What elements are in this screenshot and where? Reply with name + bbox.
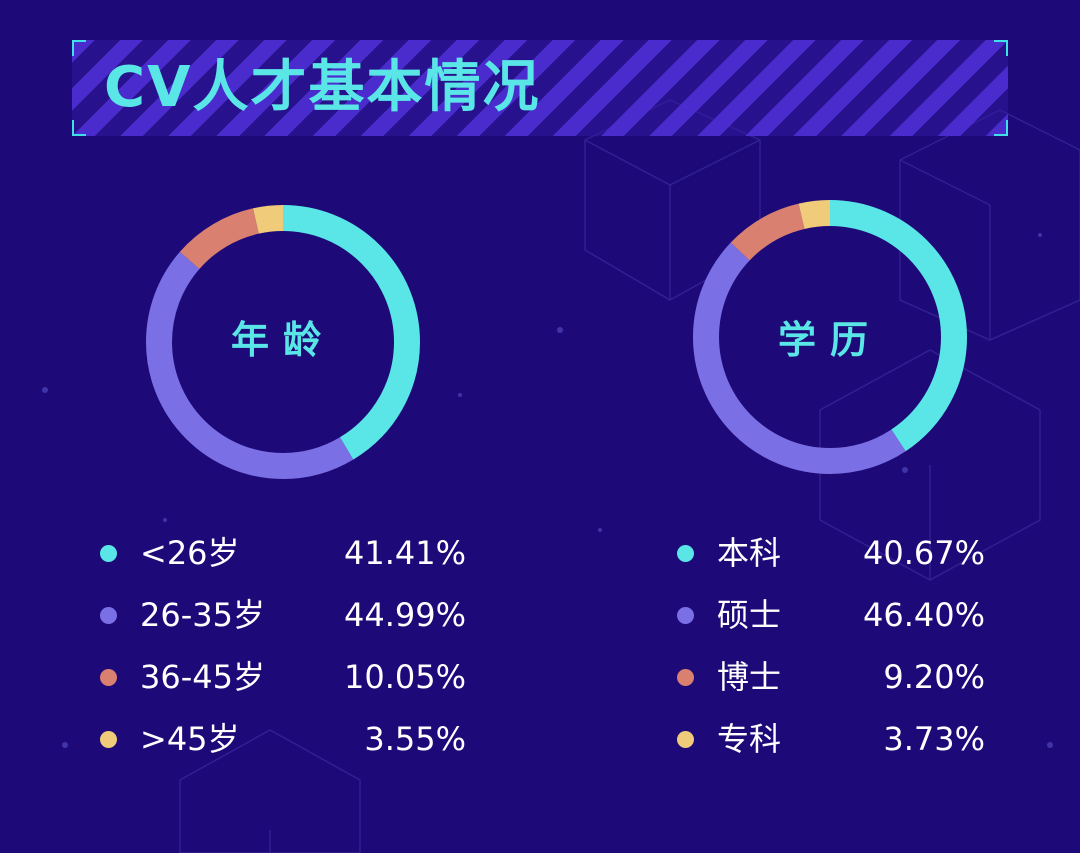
legend-dot-icon: [100, 545, 117, 562]
donut-segment-age-3: [146, 205, 420, 479]
legend-value: 9.20%: [883, 658, 985, 696]
corner-bracket: [72, 120, 86, 136]
legend-item: 26-35岁 44.99%: [100, 590, 470, 652]
legend-item: 本科 40.67%: [677, 528, 987, 590]
age-legend: <26岁 41.41% 26-35岁 44.99% 36-45岁 10.05% …: [100, 528, 470, 776]
legend-item: 专科 3.73%: [677, 714, 987, 776]
corner-bracket: [994, 120, 1008, 136]
legend-item: >45岁 3.55%: [100, 714, 470, 776]
legend-value: 3.73%: [883, 720, 985, 758]
legend-dot-icon: [100, 607, 117, 624]
legend-item: 硕士 46.40%: [677, 590, 987, 652]
legend-value: 40.67%: [862, 534, 985, 572]
legend-value: 10.05%: [343, 658, 466, 696]
legend-item: 36-45岁 10.05%: [100, 652, 470, 714]
legend-label: 硕士: [717, 596, 782, 634]
legend-dot-icon: [677, 545, 694, 562]
legend-value: 46.40%: [862, 596, 985, 634]
legend-item: <26岁 41.41%: [100, 528, 470, 590]
legend-dot-icon: [100, 731, 117, 748]
legend-label: 26-35岁: [140, 596, 265, 634]
legend-item: 博士 9.20%: [677, 652, 987, 714]
age-donut-chart: [146, 205, 420, 479]
legend-value: 3.55%: [364, 720, 466, 758]
legend-label: 专科: [717, 720, 782, 758]
legend-label: 博士: [717, 658, 782, 696]
donut-segment-education-3: [693, 200, 967, 474]
legend-label: 36-45岁: [140, 658, 265, 696]
legend-dot-icon: [100, 669, 117, 686]
donut-segment-education-1: [693, 200, 967, 474]
legend-dot-icon: [677, 669, 694, 686]
legend-label: >45岁: [140, 720, 240, 758]
legend-value: 44.99%: [343, 596, 466, 634]
legend-dot-icon: [677, 731, 694, 748]
corner-bracket: [72, 40, 86, 56]
title-stripes: [72, 40, 1008, 136]
corner-bracket: [994, 40, 1008, 56]
education-chart-title: 学历: [777, 318, 882, 362]
education-legend: 本科 40.67% 硕士 46.40% 博士 9.20% 专科 3.73%: [677, 528, 987, 776]
legend-label: 本科: [717, 534, 782, 572]
title-banner: CV人才基本情况: [72, 40, 1008, 136]
legend-label: <26岁: [140, 534, 240, 572]
page-title: CV人才基本情况: [104, 55, 541, 120]
age-chart-title: 年龄: [230, 318, 335, 362]
legend-value: 41.41%: [343, 534, 466, 572]
legend-dot-icon: [677, 607, 694, 624]
donut-segment-age-1: [146, 205, 420, 479]
education-donut-chart: [693, 200, 967, 474]
